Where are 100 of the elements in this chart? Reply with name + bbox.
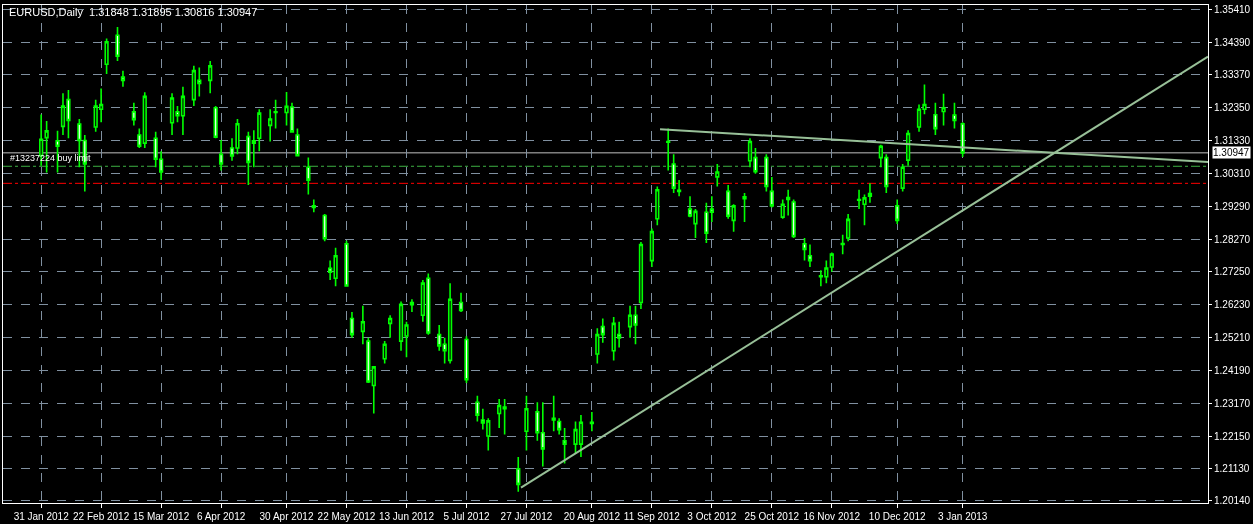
x-tick-label: 22 Feb 2012	[73, 511, 130, 522]
x-tick-label: 3 Jan 2013	[937, 511, 988, 522]
candlestick	[475, 395, 480, 423]
candlestick	[349, 311, 355, 339]
candlestick	[540, 401, 545, 468]
y-tick-label: 1.27250	[1214, 266, 1251, 278]
chart-title: EURUSD,Daily 1.31848 1.31895 1.30816 1.30947	[9, 5, 258, 18]
candlestick	[535, 401, 540, 442]
candlestick	[131, 102, 136, 127]
candlestick	[895, 198, 900, 225]
y-tick-label: 1.31330	[1214, 135, 1251, 147]
x-tick-label: 31 Jan 2012	[13, 511, 70, 522]
candlestick	[638, 241, 644, 310]
candlestick	[311, 198, 316, 214]
y-tick-label: 1.28270	[1214, 233, 1251, 245]
candlestick	[208, 60, 213, 94]
candlestick	[409, 298, 415, 313]
candlestick	[387, 314, 393, 339]
candlestick	[807, 243, 813, 268]
candlestick	[524, 395, 529, 452]
x-tick-label: 25 Oct 2012	[744, 511, 800, 522]
candlestick	[366, 337, 371, 384]
candlestick	[382, 340, 387, 365]
candlestick	[344, 239, 349, 288]
x-tick-label: 10 Dec 2012	[868, 511, 926, 522]
x-tick-label: 11 Sep 2012	[623, 511, 681, 522]
candlestick	[551, 395, 556, 433]
ref-line-label: 1.30947	[1213, 147, 1250, 158]
candlestick	[649, 227, 654, 268]
candlestick	[941, 93, 946, 127]
candlestick	[322, 213, 327, 243]
candlestick	[562, 427, 567, 465]
y-tick-label: 1.22150	[1214, 430, 1251, 442]
candlestick	[952, 102, 957, 130]
candlestick	[557, 417, 562, 436]
y-tick-label: 1.33370	[1214, 69, 1251, 81]
candlestick	[829, 251, 834, 273]
candlestick	[905, 129, 911, 167]
candlestick	[846, 213, 851, 243]
candlestick	[437, 324, 442, 352]
candlestick	[268, 108, 273, 143]
candlestick	[840, 234, 845, 255]
y-tick-label: 1.26230	[1214, 299, 1251, 311]
candlestick	[104, 37, 109, 75]
candlestick	[360, 304, 365, 346]
candlestick	[306, 156, 311, 196]
candlestick	[780, 198, 785, 220]
candlestick	[257, 108, 262, 152]
candlestick	[447, 282, 453, 365]
candlestick	[142, 91, 147, 149]
candlestick	[137, 127, 142, 149]
candlestick	[595, 327, 600, 365]
y-tick-label: 1.20140	[1214, 495, 1251, 507]
y-tick-label: 1.34390	[1214, 36, 1251, 48]
candlestick	[933, 102, 938, 136]
candlestick	[458, 291, 464, 313]
x-tick-label: 22 May 2012	[317, 511, 376, 522]
candlestick	[802, 237, 807, 262]
x-tick-label: 30 Apr 2012	[259, 511, 314, 522]
y-tick-label: 1.24190	[1214, 364, 1251, 376]
x-tick-label: 16 Nov 2012	[803, 511, 861, 522]
candlestick	[715, 163, 720, 188]
x-tick-label: 5 Jul 2012	[443, 511, 490, 522]
candlestick	[55, 130, 60, 174]
y-tick-label: 1.21130	[1214, 463, 1250, 475]
candlestick	[115, 26, 120, 62]
candlestick	[867, 182, 873, 204]
y-tick-label: 1.25210	[1214, 332, 1251, 344]
candlestick	[726, 184, 731, 220]
x-tick-label: 13 Jun 2012	[378, 511, 435, 522]
candlestick	[600, 317, 605, 344]
candlestick	[655, 185, 660, 226]
candlestick	[589, 411, 594, 433]
y-tick-label: 1.23170	[1214, 397, 1251, 409]
candlestick	[764, 153, 769, 193]
x-tick-label: 3 Oct 2012	[687, 511, 737, 522]
x-tick-label: 6 Apr 2012	[196, 511, 246, 522]
x-tick-label: 20 Aug 2012	[563, 511, 621, 522]
candlestick	[273, 98, 278, 130]
candlestick	[671, 153, 676, 194]
y-tick-label: 1.32350	[1214, 102, 1251, 114]
candlestick	[516, 456, 521, 493]
candlestick	[120, 69, 126, 88]
candlestick	[731, 203, 736, 233]
candlestick	[213, 105, 218, 140]
candlestick	[742, 192, 747, 223]
candlestick	[676, 179, 682, 198]
candlestick	[464, 335, 469, 384]
candlestick	[791, 198, 796, 239]
x-tick-label: 15 Mar 2012	[133, 511, 190, 522]
candlestick	[295, 127, 300, 157]
candlestick	[900, 163, 905, 193]
candlestick	[371, 366, 376, 415]
candlestick	[218, 139, 224, 172]
x-tick-label: 27 Jul 2012	[500, 511, 553, 522]
y-tick-label: 1.35410	[1214, 3, 1251, 15]
candlestick	[786, 188, 791, 217]
y-tick-label: 1.29290	[1214, 200, 1251, 212]
y-tick-label: 1.30310	[1214, 167, 1251, 179]
candlestick	[769, 176, 774, 209]
